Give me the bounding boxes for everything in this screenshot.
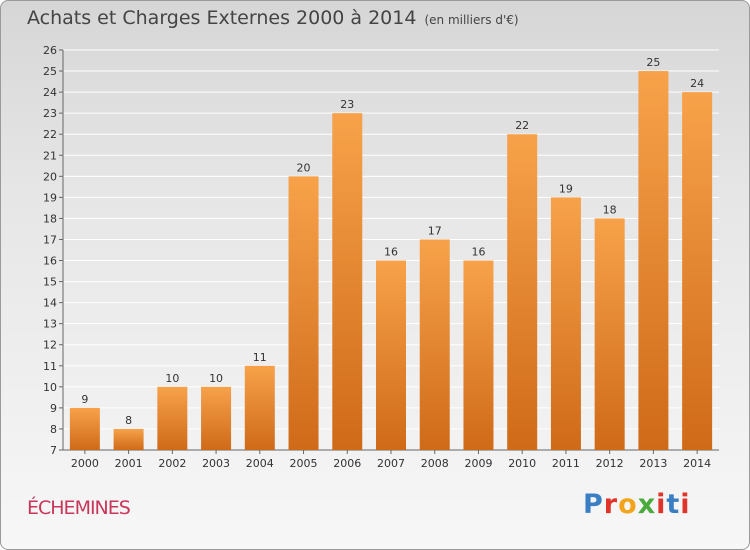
bar — [157, 386, 188, 450]
bar — [201, 386, 232, 450]
x-tick-label: 2003 — [202, 457, 230, 470]
y-tick-label: 26 — [43, 44, 57, 57]
y-tick-label: 21 — [43, 149, 57, 162]
data-label: 16 — [384, 246, 398, 259]
proxiti-logo[interactable]: Proxiti — [583, 489, 691, 520]
bar — [288, 176, 319, 450]
y-tick-label: 19 — [43, 191, 57, 204]
y-tick-label: 10 — [43, 381, 57, 394]
data-label: 22 — [515, 119, 529, 132]
y-tick-label: 12 — [43, 339, 57, 352]
y-tick-label: 20 — [43, 170, 57, 183]
logo-letter: i — [656, 489, 667, 520]
chart-title-text: Achats et Charges Externes 2000 à 2014 — [27, 7, 417, 29]
bar — [550, 197, 581, 450]
bar — [332, 113, 363, 450]
y-tick-label: 24 — [43, 86, 57, 99]
data-label: 18 — [603, 203, 617, 216]
data-label: 9 — [81, 393, 88, 406]
y-tick-label: 9 — [50, 402, 57, 415]
bar — [244, 365, 275, 450]
y-tick-label: 25 — [43, 65, 57, 78]
bar — [638, 71, 669, 450]
x-tick-label: 2012 — [596, 457, 624, 470]
x-tick-label: 2006 — [333, 457, 361, 470]
y-tick-label: 11 — [43, 360, 57, 373]
bar — [419, 239, 450, 450]
logo-letter: r — [603, 489, 619, 520]
y-tick-label: 18 — [43, 212, 57, 225]
bar — [376, 260, 406, 450]
y-tick-label: 15 — [43, 276, 57, 289]
bar — [113, 428, 144, 450]
x-tick-label: 2004 — [246, 457, 274, 470]
x-tick-label: 2005 — [290, 457, 318, 470]
x-tick-label: 2013 — [639, 457, 667, 470]
x-tick-label: 2000 — [71, 457, 99, 470]
logo-letter: t — [666, 489, 681, 520]
bar — [594, 218, 625, 450]
data-label: 8 — [125, 414, 132, 427]
bar — [507, 134, 538, 451]
logo-letter: P — [583, 489, 604, 520]
logo-letter: i — [680, 489, 691, 520]
y-tick-label: 14 — [43, 297, 57, 310]
y-tick-label: 7 — [50, 444, 57, 457]
y-tick-label: 23 — [43, 107, 57, 120]
data-label: 25 — [646, 56, 660, 69]
data-label: 11 — [253, 351, 267, 364]
chart-title: Achats et Charges Externes 2000 à 2014 (e… — [27, 7, 519, 29]
y-tick-label: 8 — [50, 423, 57, 436]
data-label: 23 — [340, 98, 354, 111]
x-tick-label: 2011 — [552, 457, 580, 470]
y-tick-label: 22 — [43, 128, 57, 141]
commune-name: ÉCHEMINES — [27, 497, 131, 519]
data-label: 10 — [165, 372, 179, 385]
bar — [463, 260, 494, 450]
x-tick-label: 2009 — [464, 457, 492, 470]
logo-letter: x — [637, 489, 657, 520]
x-tick-label: 2008 — [421, 457, 449, 470]
y-tick-label: 16 — [43, 255, 57, 268]
data-label: 16 — [471, 246, 485, 259]
y-tick-label: 13 — [43, 318, 57, 331]
data-label: 20 — [297, 161, 311, 174]
logo-letter: o — [618, 489, 638, 520]
x-tick-label: 2010 — [508, 457, 536, 470]
bar — [69, 407, 100, 450]
x-tick-label: 2014 — [683, 457, 711, 470]
data-label: 19 — [559, 182, 573, 195]
bar — [682, 92, 713, 451]
x-tick-label: 2001 — [115, 457, 143, 470]
x-tick-label: 2002 — [158, 457, 186, 470]
data-label: 24 — [690, 77, 704, 90]
y-tick-label: 17 — [43, 233, 57, 246]
data-label: 17 — [428, 224, 442, 237]
data-label: 10 — [209, 372, 223, 385]
x-tick-label: 2007 — [377, 457, 405, 470]
chart-subtitle: (en milliers d'€) — [424, 13, 519, 27]
